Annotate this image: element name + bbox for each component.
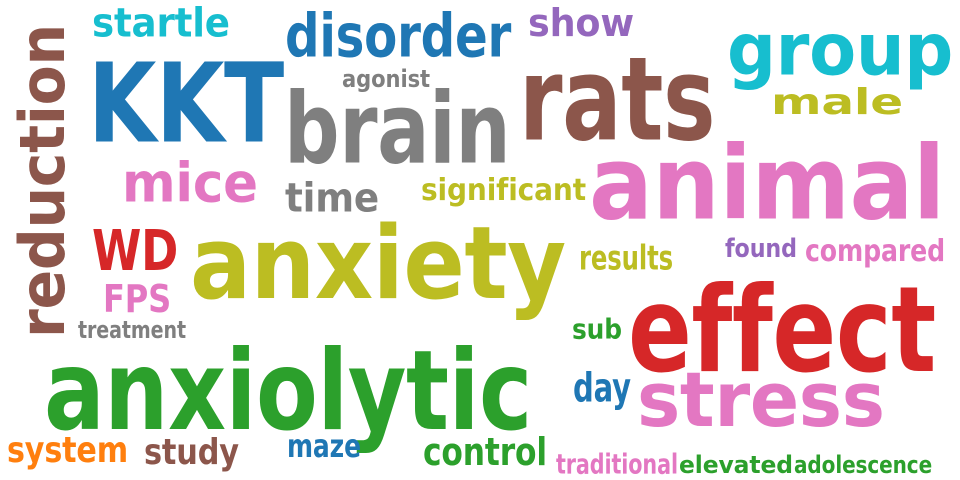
word-agonist: agonist — [342, 64, 431, 93]
word-control: control — [423, 429, 547, 475]
word-wd: WD — [92, 217, 179, 284]
word-brain: brain — [284, 71, 511, 186]
word-effect: effect — [628, 260, 936, 400]
word-stress: stress — [637, 355, 885, 445]
word-sub: sub — [572, 312, 622, 346]
word-found: found — [725, 232, 797, 264]
word-reduction: reduction — [6, 24, 79, 339]
word-anxiety: anxiety — [190, 203, 566, 323]
word-study: study — [144, 430, 239, 473]
word-rats: rats — [519, 31, 716, 168]
word-time: time — [285, 174, 380, 222]
word-male: male — [771, 80, 903, 123]
word-treatment: treatment — [78, 315, 186, 344]
word-anxiolytic: anxiolytic — [44, 326, 532, 456]
word-fps: FPS — [103, 276, 172, 322]
word-show: show — [528, 0, 634, 46]
word-traditional: traditional — [556, 447, 678, 480]
word-maze: maze — [287, 427, 361, 465]
word-significant: significant — [421, 172, 586, 208]
word-startle: startle — [92, 0, 230, 47]
word-adolescence: adolescence — [794, 450, 933, 479]
word-kkt: KKT — [88, 39, 284, 168]
word-mice: mice — [122, 151, 258, 215]
word-group: group — [727, 7, 953, 92]
word-results: results — [579, 237, 673, 278]
word-elevated: elevated — [679, 450, 793, 479]
word-system: system — [7, 428, 129, 471]
word-disorder: disorder — [285, 0, 512, 71]
word-animal: animal — [589, 123, 945, 244]
word-compared: compared — [805, 233, 945, 269]
word-day: day — [573, 364, 631, 412]
